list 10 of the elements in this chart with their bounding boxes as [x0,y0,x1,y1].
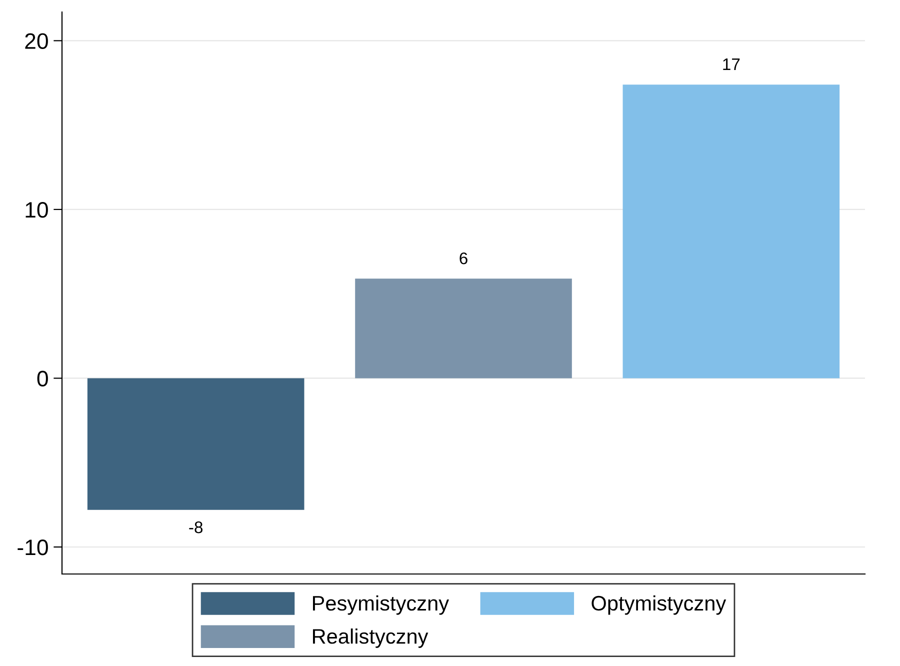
data-label: 6 [460,252,468,264]
data-label: 17 [723,58,740,70]
y-tick-label: 0 [37,370,48,386]
legend-label: Realistyczny [312,628,428,648]
y-tick-label: 20 [25,33,48,49]
legend-label: Pesymistyczny [312,595,449,615]
y-tick-label: 10 [26,202,48,218]
data-label: -8 [189,521,203,534]
y-tick-label: -10 [18,540,48,556]
legend-label: Optymistyczny [592,595,726,615]
